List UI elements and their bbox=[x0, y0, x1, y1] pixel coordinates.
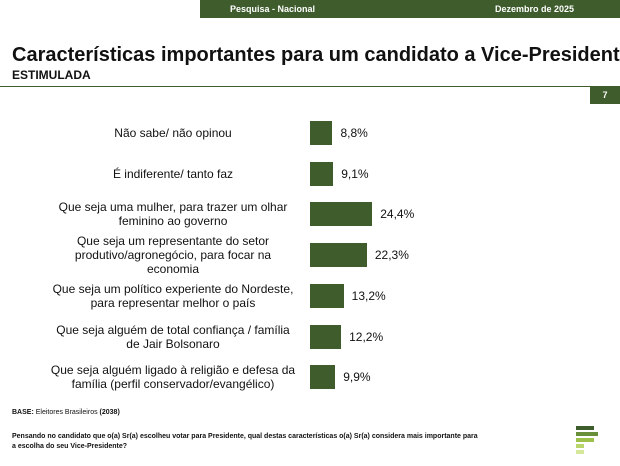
question: Pensando no candidato que o(a) Sr(a) esc… bbox=[12, 433, 478, 450]
page-number: 7 bbox=[590, 86, 620, 104]
base-text: Eleitores Brasileiros bbox=[35, 409, 98, 416]
value-label: 22,3% bbox=[374, 248, 409, 263]
value-label: 9,9% bbox=[343, 370, 371, 385]
bar bbox=[310, 365, 336, 390]
survey-name: Pesquisa - Nacional bbox=[230, 4, 316, 14]
value-label: 9,1% bbox=[341, 166, 369, 181]
survey-date: Dezembro de 2025 bbox=[495, 4, 575, 14]
value-label: 12,2% bbox=[349, 329, 384, 344]
divider bbox=[0, 86, 620, 87]
category-label: É indiferente/ tanto faz bbox=[112, 166, 234, 181]
bar bbox=[310, 324, 342, 349]
category-label: Que seja alguém de total confiança / fam… bbox=[56, 322, 290, 351]
value-label: 8,8% bbox=[340, 126, 368, 140]
base-note: BASE: Eleitores Brasileiros (2038) bbox=[12, 409, 120, 416]
chart-title: Características importantes para um cand… bbox=[12, 44, 620, 66]
category-label: Que seja alguém ligado à religião e defe… bbox=[50, 363, 296, 392]
bar bbox=[310, 121, 333, 145]
category-label: Que seja um político experiente do Norde… bbox=[52, 281, 294, 310]
base-n: (2038) bbox=[99, 409, 120, 416]
bar bbox=[310, 161, 334, 186]
category-label: Não sabe/ não opinou bbox=[114, 126, 232, 140]
category-label: Que seja uma mulher, para trazer um olha… bbox=[58, 200, 288, 229]
bar bbox=[310, 243, 367, 268]
top-bar: Pesquisa - Nacional Dezembro de 2025 bbox=[200, 0, 620, 18]
logo bbox=[576, 426, 598, 454]
chart-subtitle: ESTIMULADA bbox=[12, 68, 91, 82]
bar bbox=[310, 283, 344, 308]
value-label: 13,2% bbox=[351, 288, 386, 303]
category-label: Que seja um representante do setor produ… bbox=[74, 234, 272, 277]
value-label: 24,4% bbox=[380, 207, 415, 222]
base-label: BASE: bbox=[12, 409, 34, 416]
bar bbox=[310, 202, 373, 227]
